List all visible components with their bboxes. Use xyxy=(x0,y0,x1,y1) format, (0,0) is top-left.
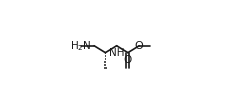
Text: H$_2$N: H$_2$N xyxy=(70,39,92,53)
Text: NH: NH xyxy=(109,48,124,58)
Text: O: O xyxy=(124,55,132,65)
Text: O: O xyxy=(135,41,144,51)
